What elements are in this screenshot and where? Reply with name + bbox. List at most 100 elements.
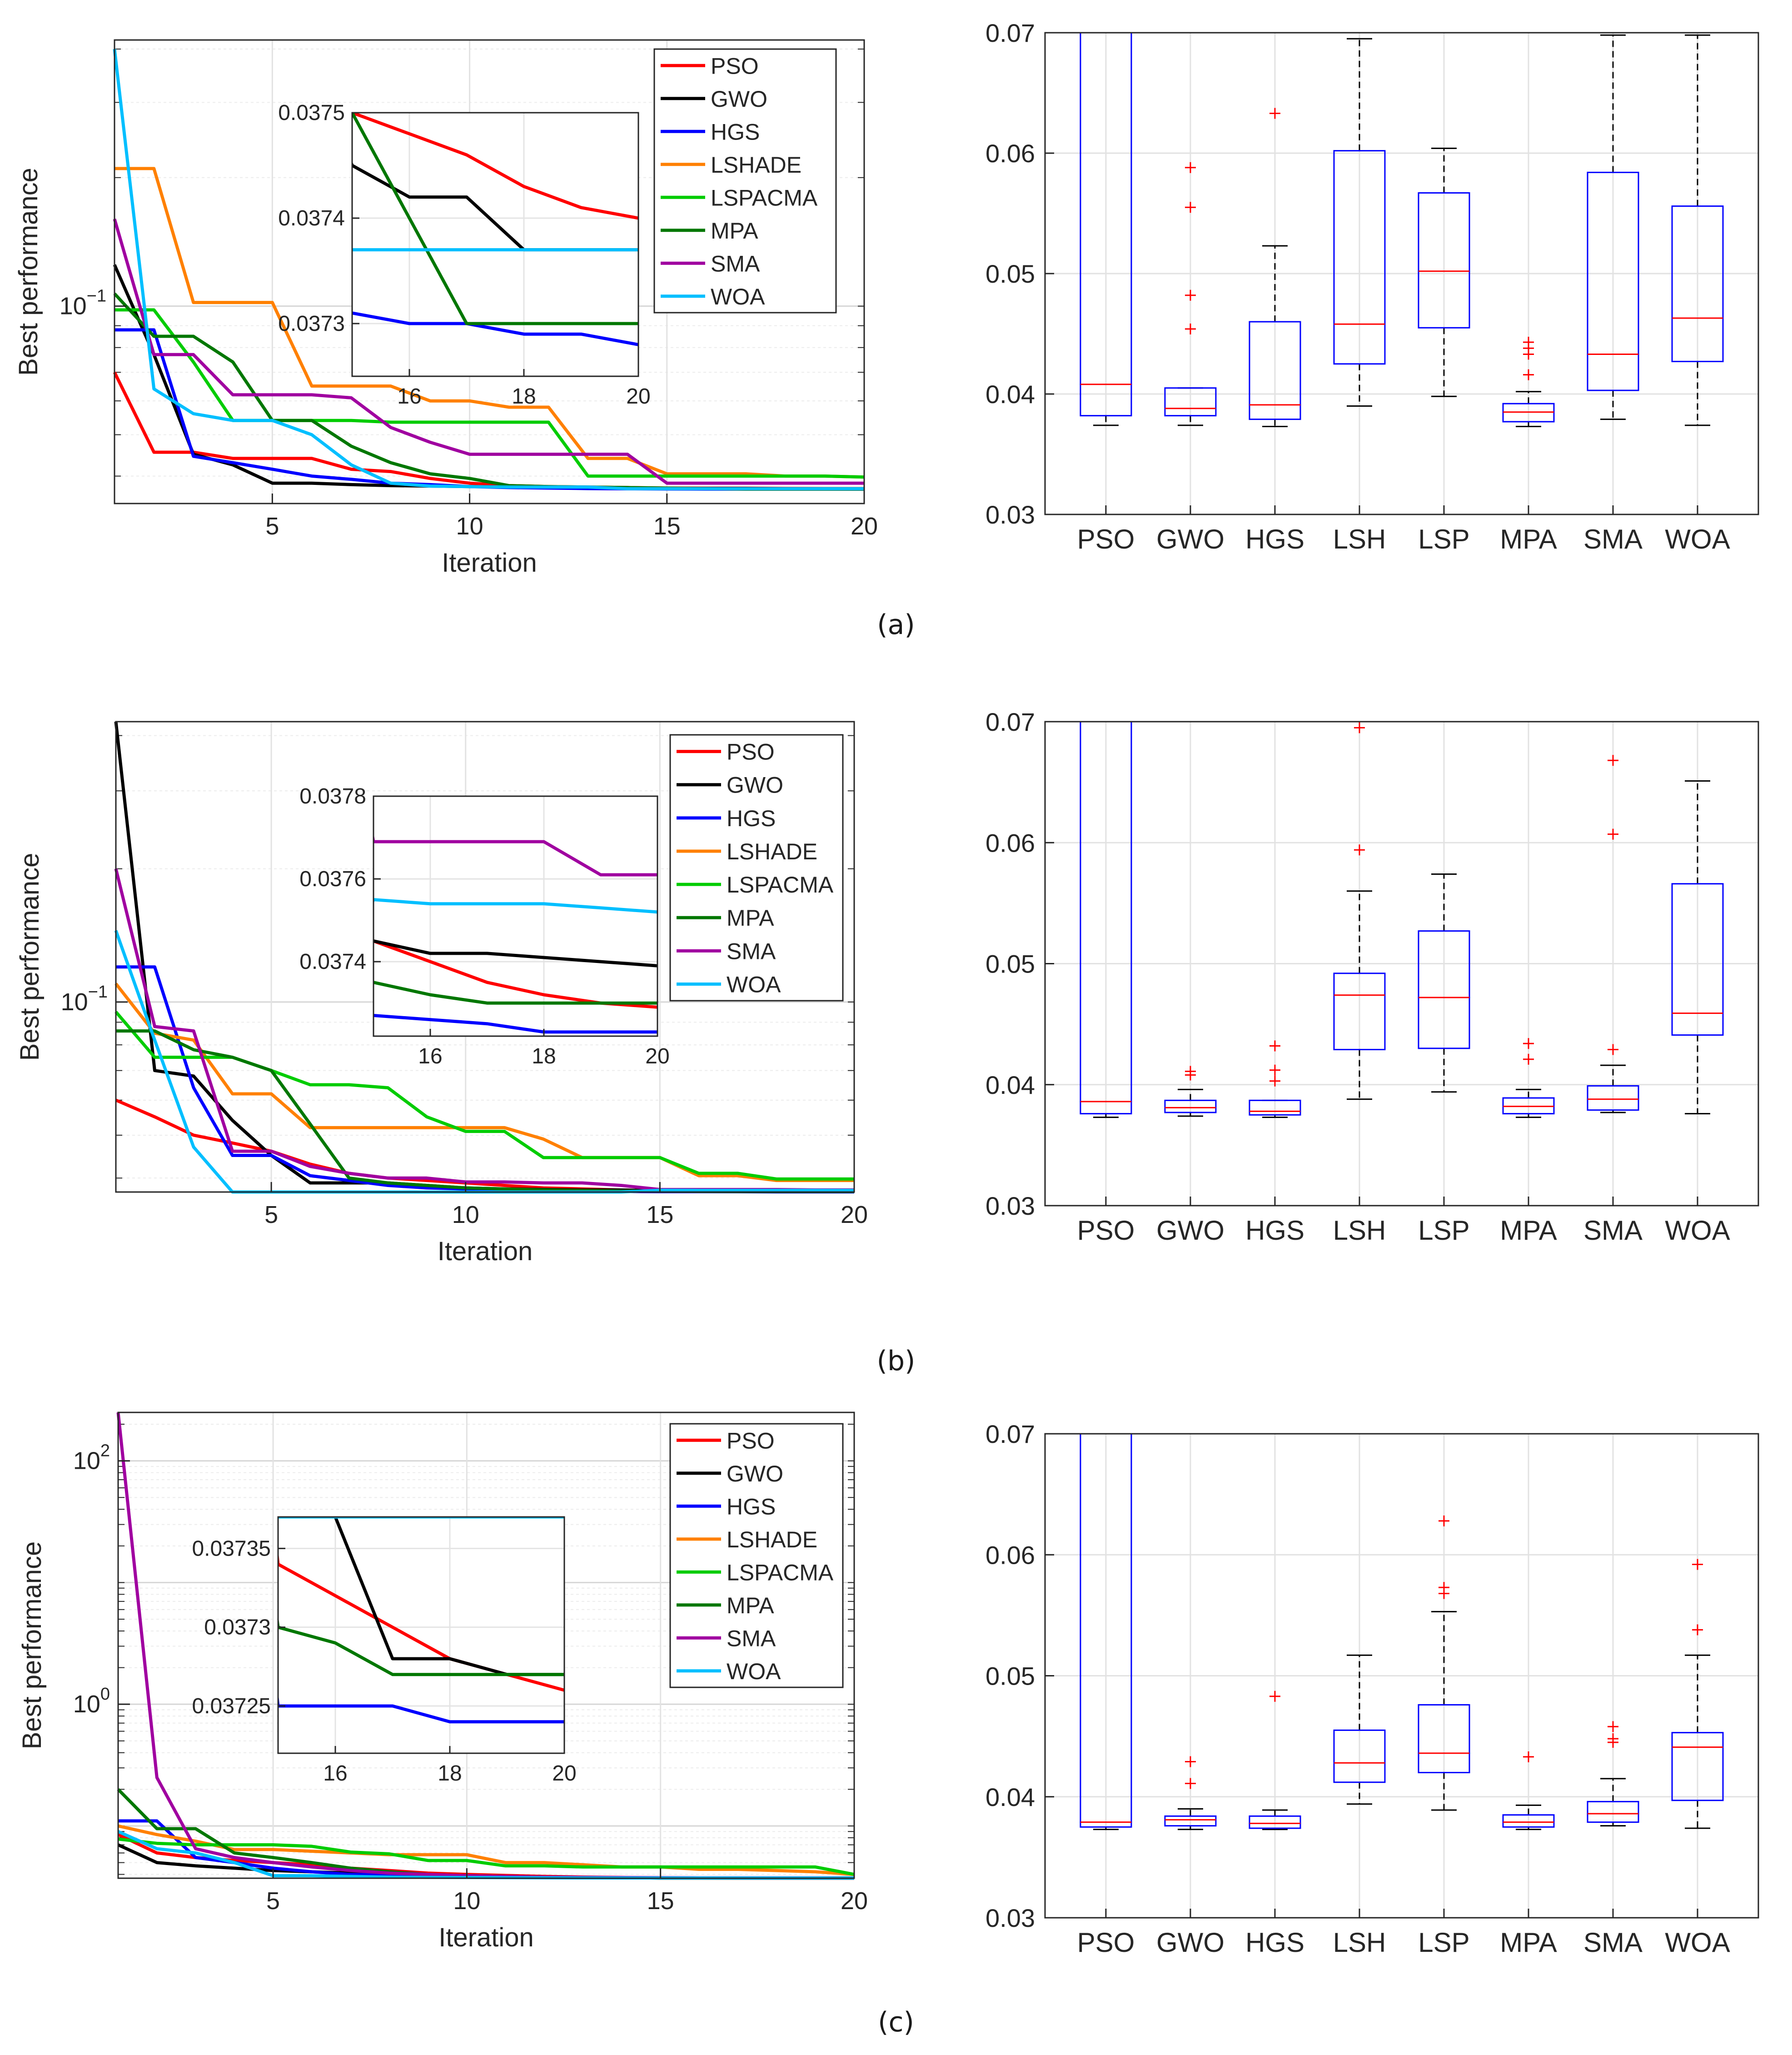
legend-label-lshade: LSHADE xyxy=(727,1527,817,1552)
x-tick-label: 10 xyxy=(453,1887,480,1915)
inset-background xyxy=(373,796,657,1036)
axes-box xyxy=(115,721,855,1193)
box-pso xyxy=(1080,33,1132,417)
a-convergence-legend: PSO GWO HGS LSHADE LSPACMA MPA SMA WOA xyxy=(653,48,837,314)
inset-series-line-hgs xyxy=(373,1013,657,1034)
box-lsp xyxy=(1418,1704,1470,1773)
outlier-woa xyxy=(1692,1624,1703,1636)
legend-label-woa: WOA xyxy=(711,284,765,309)
y-tick-label: 0.07 xyxy=(986,1420,1035,1448)
x-tick-label: 5 xyxy=(266,1887,280,1915)
x-axis-label: Iteration xyxy=(442,548,537,578)
c-convergence-inset: 16 18 20 0.03725 0.0373 0.03735 xyxy=(192,1516,577,1786)
outlier-sma xyxy=(1608,1044,1619,1055)
x-tick-label: 10 xyxy=(456,513,483,540)
inset-y-tick-label: 0.0373 xyxy=(278,312,345,336)
box-hgs xyxy=(1249,1099,1301,1116)
box-woa xyxy=(1671,1732,1724,1801)
box-lsh xyxy=(1333,1729,1386,1783)
outlier-gwo xyxy=(1185,202,1196,213)
box-gwo xyxy=(1164,1099,1217,1113)
inset-x-tick-label: 16 xyxy=(323,1761,347,1786)
legend-label-sma: SMA xyxy=(711,251,760,276)
box-lsp xyxy=(1418,930,1470,1049)
c-box-chart: 0.03 0.04 0.05 0.06 0.07 PSO GWO HGS LSH LSP MPA SM… xyxy=(986,1420,1759,1958)
box-sma xyxy=(1587,1801,1639,1823)
x-axis-label: Iteration xyxy=(438,1923,534,1952)
x-tick-label-hgs: HGS xyxy=(1245,1215,1304,1246)
x-tick-label-woa: WOA xyxy=(1665,1927,1730,1958)
legend-label-hgs: HGS xyxy=(711,119,760,145)
y-tick-label: 102 xyxy=(73,1441,110,1475)
inset-y-tick-label: 0.0375 xyxy=(278,101,345,125)
legend-label-hgs: HGS xyxy=(727,1494,776,1519)
legend-label-pso: PSO xyxy=(711,53,759,79)
box-lsh xyxy=(1333,150,1386,365)
inset-series-line-gwo xyxy=(373,938,657,968)
inset-series-line-mpa xyxy=(373,980,657,1005)
y-axis-label: Best performance xyxy=(15,853,45,1061)
legend-box xyxy=(669,1423,844,1688)
legend-label-lshade: LSHADE xyxy=(727,839,817,864)
x-tick-label-woa: WOA xyxy=(1665,524,1730,554)
inset-y-tick-label: 0.0373 xyxy=(204,1616,271,1640)
y-tick-label: 0.04 xyxy=(986,380,1035,409)
legend-box xyxy=(669,734,844,1002)
y-tick-label-exponent: 0 xyxy=(100,1685,110,1704)
outlier-mpa xyxy=(1523,337,1534,348)
inset-axes-box xyxy=(373,795,658,1037)
x-tick-label: 10 xyxy=(452,1201,479,1228)
inset-series-line-hgs xyxy=(278,1691,564,1724)
inset-y-tick-label: 0.0374 xyxy=(299,950,366,974)
legend-label-sma: SMA xyxy=(727,1626,776,1651)
y-tick-label-exponent: −1 xyxy=(88,983,108,1002)
box-sma xyxy=(1587,1085,1639,1111)
x-tick-label-hgs: HGS xyxy=(1245,1927,1304,1958)
box-gwo xyxy=(1164,1815,1217,1827)
outlier-sma xyxy=(1608,755,1619,766)
inset-y-tick-label: 0.0376 xyxy=(299,867,366,891)
x-tick-label-mpa: MPA xyxy=(1500,524,1557,554)
box-pso xyxy=(1080,722,1132,1115)
legend-label-gwo: GWO xyxy=(727,1461,783,1486)
outlier-gwo xyxy=(1185,1066,1196,1077)
y-tick-label: 0.03 xyxy=(986,1904,1035,1932)
boxes-group xyxy=(1080,33,1724,428)
series-line-lshade xyxy=(114,983,854,1182)
legend-label-lspacma: LSPACMA xyxy=(727,1560,834,1585)
box-lsp xyxy=(1418,192,1470,329)
inset-x-tick-label: 18 xyxy=(438,1761,462,1786)
inset-background xyxy=(352,113,638,376)
y-tick-label: 0.03 xyxy=(986,500,1035,529)
x-tick-label: 5 xyxy=(264,1201,278,1228)
box-hgs xyxy=(1249,321,1301,420)
b-convergence-inset: 16 18 20 0.0374 0.0376 0.0378 xyxy=(299,784,670,1068)
y-tick-label: 0.05 xyxy=(986,259,1035,288)
y-axis-label: Best performance xyxy=(14,168,43,376)
x-tick-label-lsh: LSH xyxy=(1333,524,1386,554)
inset-background xyxy=(278,1517,564,1753)
x-tick-label-pso: PSO xyxy=(1077,1927,1135,1958)
y-tick-label-base: 10 xyxy=(73,1691,100,1718)
legend-label-mpa: MPA xyxy=(727,905,774,931)
x-tick-label: 15 xyxy=(653,513,681,540)
y-axis-label: Best performance xyxy=(17,1541,47,1750)
y-tick-label: 0.04 xyxy=(986,1071,1035,1099)
inset-y-tick-label: 0.03735 xyxy=(192,1536,271,1561)
y-tick-label: 0.06 xyxy=(986,1541,1035,1569)
x-tick-label: 20 xyxy=(841,1201,868,1228)
outlier-gwo xyxy=(1185,162,1196,173)
outlier-sma xyxy=(1608,1721,1619,1732)
x-tick-label-lsp: LSP xyxy=(1418,1215,1469,1246)
inset-x-tick-label: 16 xyxy=(418,1044,442,1068)
outlier-gwo xyxy=(1185,289,1196,301)
boxes-group xyxy=(1080,722,1724,1118)
x-tick-label: 5 xyxy=(265,513,279,540)
y-tick-label-base: 10 xyxy=(73,1447,100,1475)
axes-box xyxy=(117,1412,855,1879)
x-tick-label: 20 xyxy=(841,1887,868,1915)
outlier-hgs xyxy=(1269,1064,1280,1076)
